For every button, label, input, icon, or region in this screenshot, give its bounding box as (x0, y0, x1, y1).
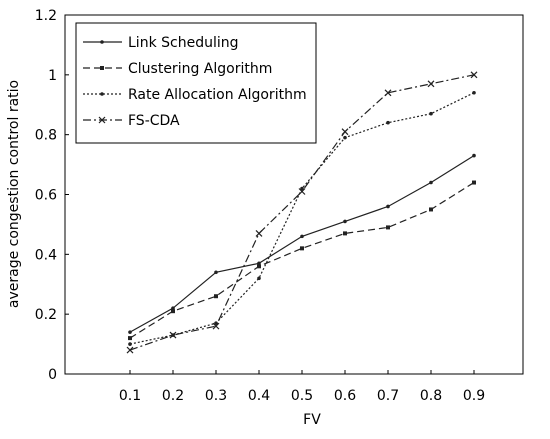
data-point-clustering-algorithm (300, 246, 304, 251)
y-tick-label: 0.6 (35, 188, 57, 204)
x-marker-stroke (255, 229, 263, 237)
y-tick-label: 0.4 (35, 247, 57, 263)
data-point-fs-cda (126, 346, 134, 354)
data-point-link-scheduling (128, 330, 132, 334)
data-point-clustering-algorithm (257, 264, 261, 269)
data-point-rate-allocation-algorithm (300, 186, 304, 191)
data-point-link-scheduling (300, 234, 304, 239)
legend-label-link-scheduling: Link Scheduling (128, 35, 239, 51)
data-point-fs-cda (470, 71, 478, 79)
x-tick-label: 0.5 (291, 388, 313, 404)
ticks: 0 0.2 0.4 0.6 0.8 1 1.2 0.1 0.2 0.3 0.4 0.5 0.6 0.7 0.… (35, 8, 485, 404)
series-fs-cda (126, 71, 478, 354)
legend-label-clustering-algorithm: Clustering Algorithm (128, 61, 272, 77)
data-point-clustering-algorithm (343, 231, 347, 236)
y-tick-label: 0.2 (35, 307, 57, 323)
data-point-fs-cda (384, 89, 392, 97)
data-point-fs-cda (255, 229, 263, 237)
data-point-rate-allocation-algorithm (128, 342, 132, 346)
legend-label-rate-allocation-algorithm: Rate Allocation Algorithm (128, 87, 307, 103)
y-axis-title: average congestion control ratio (6, 80, 22, 308)
data-point-fs-cda (427, 80, 435, 88)
data-point-clustering-algorithm (472, 180, 476, 185)
data-point-link-scheduling (257, 261, 261, 266)
data-point-link-scheduling (171, 306, 175, 310)
x-tick-label: 0.4 (248, 388, 270, 404)
legend-marker-fs-cda (98, 116, 106, 124)
x-marker-stroke (98, 116, 106, 124)
x-marker-stroke (341, 128, 349, 136)
data-point-rate-allocation-algorithm (429, 111, 433, 116)
series-clustering-algorithm (128, 180, 476, 341)
x-marker-stroke (470, 71, 478, 79)
data-point-rate-allocation-algorithm (386, 120, 390, 125)
data-point-link-scheduling (386, 204, 390, 209)
x-tick-label: 0.1 (119, 388, 141, 404)
data-point-link-scheduling (214, 270, 218, 275)
x-tick-label: 0.3 (205, 388, 227, 404)
x-marker-stroke (169, 331, 177, 339)
data-point-fs-cda (212, 322, 220, 330)
x-marker-stroke (126, 346, 134, 354)
legend-marker-rate-allocation-algorithm (100, 92, 104, 96)
legend-marker-clustering-algorithm (100, 66, 104, 70)
data-point-link-scheduling (343, 219, 347, 224)
series-link-scheduling (128, 153, 476, 334)
x-tick-label: 0.7 (377, 388, 399, 404)
data-point-clustering-algorithm (386, 225, 390, 230)
data-point-link-scheduling (429, 180, 433, 185)
x-tick-label: 0.9 (463, 388, 485, 404)
data-point-clustering-algorithm (214, 294, 218, 299)
y-tick-label: 1.2 (35, 8, 57, 24)
y-tick-label: 0 (48, 367, 57, 383)
y-tick-label: 1 (48, 68, 57, 84)
y-tick-label: 0.8 (35, 128, 57, 144)
x-marker-stroke (384, 89, 392, 97)
data-point-clustering-algorithm (429, 207, 433, 212)
x-tick-label: 0.8 (420, 388, 442, 404)
data-point-clustering-algorithm (171, 309, 175, 314)
data-point-fs-cda (341, 128, 349, 136)
x-marker-stroke (427, 80, 435, 88)
data-point-link-scheduling (472, 153, 476, 158)
legend-box (75, 22, 317, 144)
x-marker-stroke (298, 188, 306, 195)
x-marker-stroke (212, 322, 220, 330)
legend: Link Scheduling Clustering Algorithm Rate … (75, 22, 317, 144)
data-point-fs-cda (169, 331, 177, 339)
data-point-rate-allocation-algorithm (343, 135, 347, 140)
series-group (126, 71, 478, 354)
data-point-rate-allocation-algorithm (472, 90, 476, 95)
data-point-rate-allocation-algorithm (257, 276, 261, 281)
x-axis-title: FV (303, 412, 321, 428)
data-point-clustering-algorithm (128, 336, 132, 341)
data-point-fs-cda (298, 188, 306, 195)
x-tick-label: 0.2 (162, 388, 184, 404)
legend-marker-link-scheduling (100, 40, 104, 44)
x-tick-label: 0.6 (334, 388, 356, 404)
legend-label-fs-cda: FS-CDA (128, 113, 180, 129)
